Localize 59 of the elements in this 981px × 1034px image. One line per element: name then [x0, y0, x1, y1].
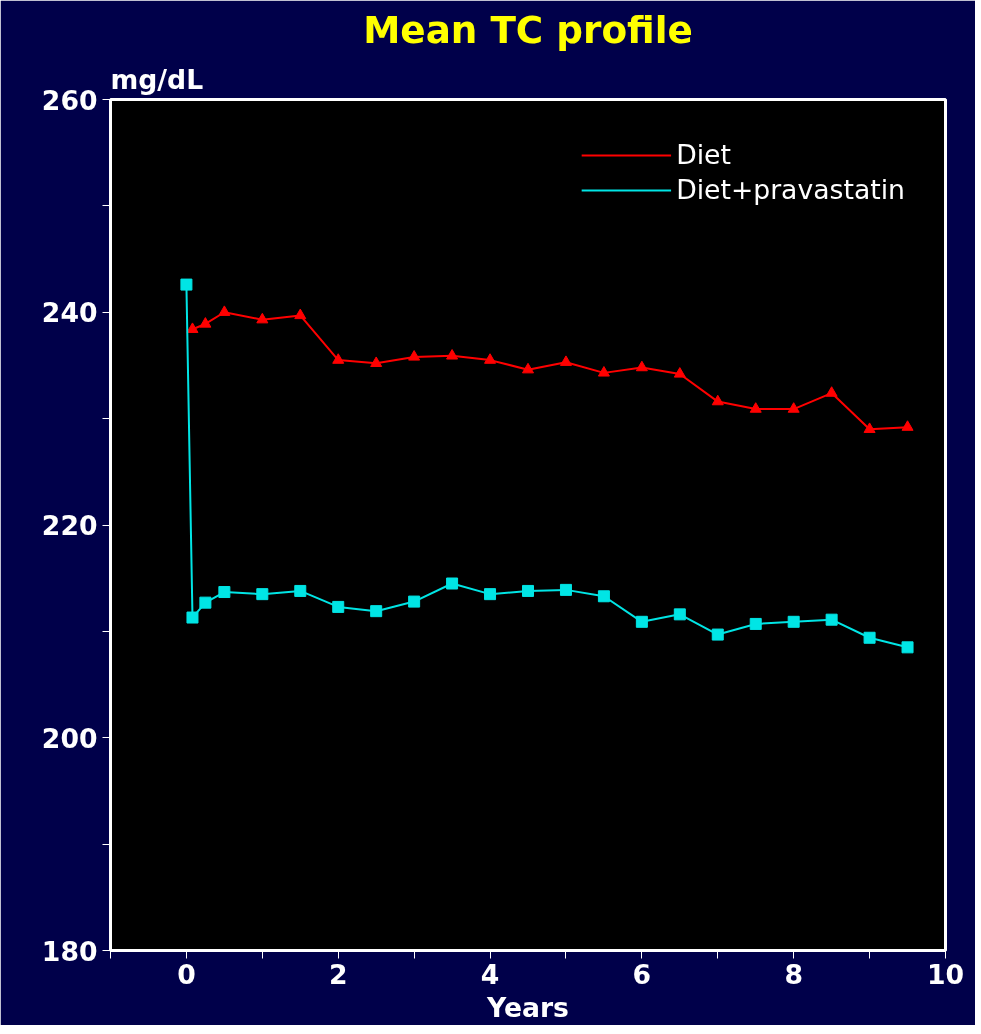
point [825, 386, 838, 397]
point [370, 356, 383, 367]
point [597, 590, 610, 603]
x-tick-label: 6 [632, 958, 652, 990]
point [218, 586, 231, 599]
point [332, 600, 345, 613]
point [256, 312, 269, 324]
point [863, 631, 876, 644]
point [673, 367, 686, 378]
point [635, 360, 648, 372]
point [673, 608, 686, 621]
point [370, 605, 383, 618]
point [711, 394, 724, 406]
x-axis-title: Years [486, 991, 569, 1023]
point [484, 588, 497, 601]
point [408, 350, 421, 361]
point [332, 353, 345, 364]
point [199, 596, 212, 609]
point [749, 402, 762, 413]
y-tick-label: 240 [41, 297, 98, 329]
point [901, 641, 914, 654]
point [180, 278, 193, 291]
point [408, 595, 421, 608]
point [484, 353, 497, 364]
point [597, 366, 610, 377]
point [256, 588, 269, 601]
point [199, 317, 212, 328]
point [294, 584, 307, 597]
point [787, 402, 800, 413]
point [863, 422, 876, 433]
point [186, 611, 199, 624]
y-tick-label: 220 [41, 510, 98, 541]
x-tick-label: 0 [177, 958, 196, 990]
x-tick-label: 2 [328, 958, 348, 990]
chart-title: Mean TC profile [363, 7, 693, 52]
point [186, 322, 199, 333]
point [635, 615, 648, 628]
point [825, 613, 838, 626]
x-tick-label: 8 [784, 958, 803, 990]
point [559, 583, 572, 596]
point [522, 584, 534, 597]
point [218, 305, 231, 316]
x-tick-label: 10 [926, 958, 965, 990]
point [749, 617, 762, 630]
point [901, 420, 914, 431]
point [522, 362, 534, 374]
point [446, 577, 459, 590]
y-tick-label: 260 [41, 84, 98, 116]
y-tick-label: 180 [41, 935, 98, 967]
y-tick-label: 200 [41, 722, 98, 754]
legend-label: Diet+pravastatin [676, 174, 905, 205]
legend-label: Diet [676, 139, 731, 170]
y-axis-title: mg/dL [110, 63, 204, 95]
point [711, 628, 724, 641]
point [787, 615, 800, 628]
point [559, 355, 572, 366]
point [294, 308, 307, 320]
x-tick-label: 4 [480, 958, 500, 990]
point [446, 349, 459, 360]
